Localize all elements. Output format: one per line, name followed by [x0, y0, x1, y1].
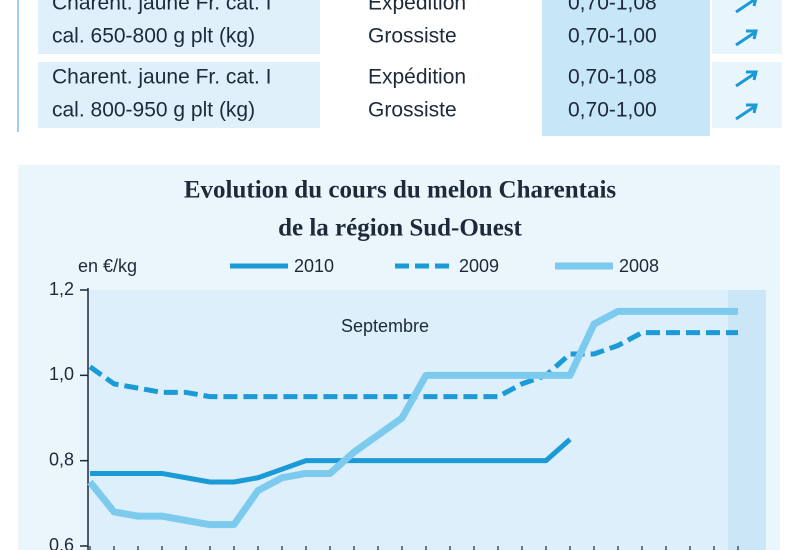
legend-label: 2009 [459, 256, 499, 276]
product: Charent. jaune Fr. cat. I [52, 66, 271, 89]
price-cell [542, 0, 710, 62]
trend-arrow [735, 0, 758, 14]
price: 0,70-1,08 [568, 0, 657, 15]
trend-cell [712, 0, 782, 54]
trend-arrow [735, 70, 758, 88]
stage: Grossiste [368, 25, 457, 48]
trend-arrow [735, 29, 758, 47]
y-tick-label: 1,0 [49, 364, 74, 384]
series-line [87, 307, 738, 529]
price-cell [542, 54, 710, 136]
trend-arrow [735, 103, 758, 121]
product: Charent. jaune Fr. cat. I [52, 0, 271, 15]
shaded-band [728, 290, 766, 550]
annotation: Septembre [341, 316, 429, 336]
y-axis-label: en €/kg [78, 256, 137, 276]
product: cal. 800-950 g plt (kg) [52, 99, 255, 122]
y-tick-label: 0,6 [49, 535, 74, 550]
chart-title: de la région Sud-Ouest [278, 215, 522, 242]
series-line [90, 437, 572, 485]
y-tick-label: 1,2 [49, 279, 74, 299]
y-tick-label: 0,8 [49, 449, 74, 469]
legend-label: 2010 [294, 256, 334, 276]
product-cell [38, 62, 320, 128]
stage: Expédition [368, 66, 466, 89]
chart-title: Evolution du cours du melon Charentais [184, 177, 617, 204]
product: cal. 650-800 g plt (kg) [52, 25, 255, 48]
price: 0,70-1,00 [568, 99, 657, 122]
price: 0,70-1,08 [568, 66, 657, 89]
stage: Grossiste [368, 99, 457, 122]
legend-label: 2008 [619, 256, 659, 276]
price: 0,70-1,00 [568, 25, 657, 48]
stage: Expédition [368, 0, 466, 15]
product-cell [38, 0, 320, 54]
